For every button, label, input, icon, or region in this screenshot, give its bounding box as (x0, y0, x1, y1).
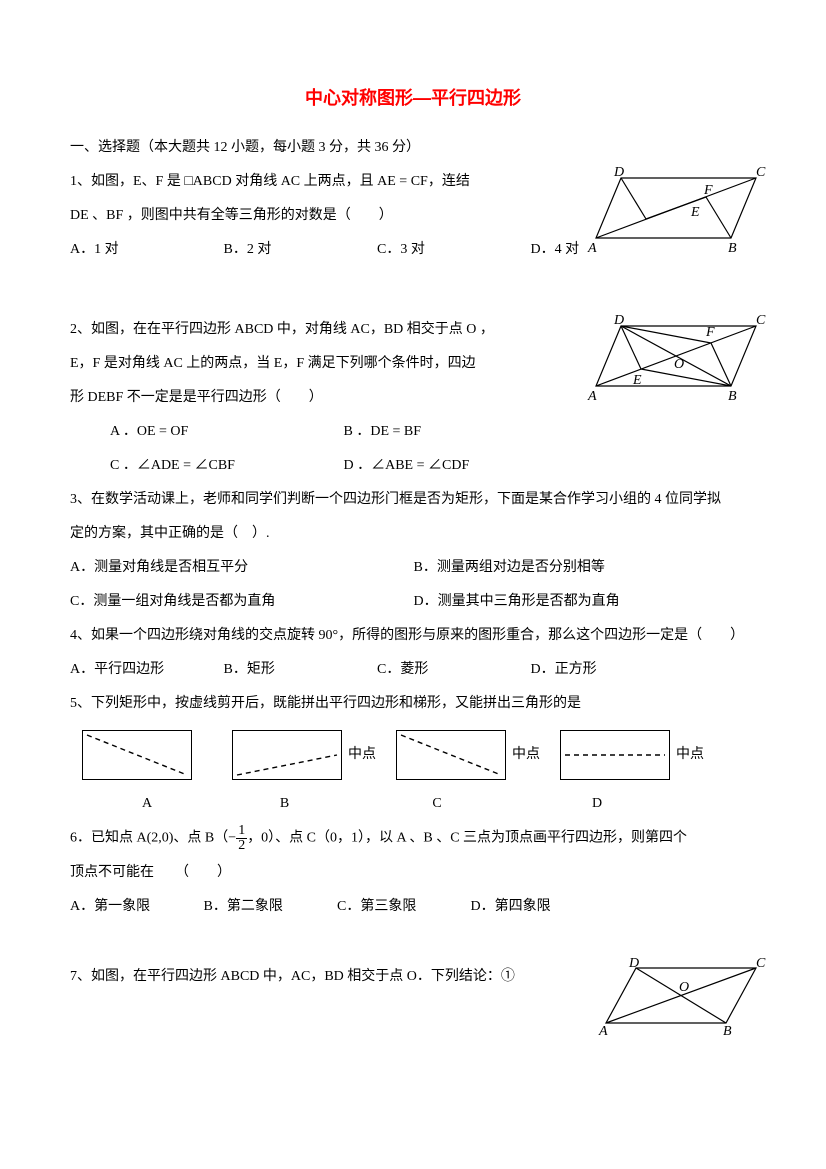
q3-opt-b: B．测量两组对边是否分别相等 (414, 554, 714, 582)
q5-line1: 5、下列矩形中，按虚线剪开后，既能拼出平行四边形和梯形，又能拼出三角形的是 (70, 690, 756, 718)
svg-text:D: D (613, 313, 624, 328)
q1-opt-b: B．2 对 (224, 236, 374, 264)
svg-text:B: B (728, 241, 737, 256)
svg-text:D: D (613, 165, 624, 180)
svg-text:C: C (756, 165, 766, 180)
q3-line2: 定的方案，其中正确的是（ ）. (70, 520, 756, 548)
q4-opt-d: D．正方形 (531, 656, 681, 684)
q3-line1: 3、在数学活动课上，老师和同学们判断一个四边形门框是否为矩形，下面是某合作学习小… (70, 486, 756, 514)
q3-opt-c: C．测量一组对角线是否都为直角 (70, 588, 410, 616)
q5-midpoint-b: 中点 (348, 741, 376, 769)
q3-options-row1: A．测量对角线是否相互平分 B．测量两组对边是否分别相等 (70, 554, 756, 582)
svg-text:A: A (598, 1024, 608, 1038)
q2-line1: 2、如图，在在平行四边形 ABCD 中，对角线 AC，BD 相交于点 O ， A… (70, 316, 756, 344)
q5-midpoint-c: 中点 (512, 741, 540, 769)
q1-text1: 1、如图，E、F 是 □ABCD 对角线 AC 上两点，且 AE = CF，连结 (70, 174, 470, 189)
q5-midpoint-d: 中点 (676, 741, 704, 769)
q7-figure: A B C D O (591, 953, 766, 1049)
q5-label-a: A (82, 790, 212, 818)
q5-label-b: B (212, 790, 357, 818)
q6-frac-num: 1 (236, 824, 247, 839)
q2-opt-d: D ．∠ABE = ∠CDF (344, 452, 574, 480)
q5-rect-a (82, 730, 192, 780)
q5-figures: 中点 中点 中点 (82, 730, 756, 780)
svg-text:D: D (628, 956, 639, 971)
q6-frac-den: 2 (236, 839, 247, 853)
svg-text:F: F (703, 183, 713, 198)
q6-text-pre: 6．已知点 A(2,0)、点 B（ (70, 831, 228, 846)
q4-options: A．平行四边形 B．矩形 C．菱形 D．正方形 (70, 656, 756, 684)
q4-opt-c: C．菱形 (377, 656, 527, 684)
q7-line1: 7、如图，在平行四边形 ABCD 中，AC，BD 相交于点 O．下列结论：① A… (70, 963, 756, 991)
q2-text1: 2、如图，在在平行四边形 ABCD 中，对角线 AC，BD 相交于点 O ， (70, 322, 494, 337)
q3-opt-d: D．测量其中三角形是否都为直角 (414, 588, 714, 616)
q5-rect-d (560, 730, 670, 780)
q1-opt-c: C．3 对 (377, 236, 527, 264)
q7-text1: 7、如图，在平行四边形 ABCD 中，AC，BD 相交于点 O．下列结论：① (70, 969, 515, 984)
q6-opt-d: D．第四象限 (471, 893, 601, 921)
q4-opt-a: A．平行四边形 (70, 656, 220, 684)
q5-rect-c (396, 730, 506, 780)
q6-text-mid: ，0）、点 C（0，1），以 A 、B 、C 三点为顶点画平行四边形，则第四个 (247, 831, 687, 846)
q6-options: A．第一象限 B．第二象限 C．第三象限 D．第四象限 (70, 893, 756, 921)
svg-text:A: A (587, 241, 597, 256)
q2-opt-b: B ．DE = BF (344, 418, 574, 446)
q6-opt-b: B．第二象限 (204, 893, 334, 921)
q2-options-row1: A ．OE = OF B ．DE = BF (70, 418, 756, 446)
svg-text:O: O (679, 980, 689, 995)
q1-line1: 1、如图，E、F 是 □ABCD 对角线 AC 上两点，且 AE = CF，连结… (70, 168, 756, 196)
q3-opt-a: A．测量对角线是否相互平分 (70, 554, 410, 582)
q5-rect-b (232, 730, 342, 780)
q5-label-c: C (357, 790, 517, 818)
q6-opt-a: A．第一象限 (70, 893, 200, 921)
q3-options-row2: C．测量一组对角线是否都为直角 D．测量其中三角形是否都为直角 (70, 588, 756, 616)
q4-opt-b: B．矩形 (224, 656, 374, 684)
svg-text:B: B (723, 1024, 732, 1038)
q2-opt-c: C ．∠ADE = ∠CBF (110, 452, 340, 480)
page-title: 中心对称图形—平行四边形 (70, 80, 756, 116)
q2-options-row2: C ．∠ADE = ∠CBF D ．∠ABE = ∠CDF (70, 452, 756, 480)
q6-fraction: 12 (236, 824, 247, 853)
q1-line2: DE 、BF ，则图中共有全等三角形的对数是（ ） (70, 202, 756, 230)
q5-label-d: D (517, 790, 677, 818)
q2-opt-a: A ．OE = OF (110, 418, 340, 446)
q5-labels: A B C D (82, 790, 756, 818)
svg-text:C: C (756, 956, 766, 971)
q4-line1: 4、如果一个四边形绕对角线的交点旋转 90°，所得的图形与原来的图形重合，那么这… (70, 622, 756, 650)
svg-text:C: C (756, 313, 766, 328)
q2-line3: 形 DEBF 不一定是是平行四边形（ ） (70, 384, 756, 412)
q6-opt-c: C．第三象限 (337, 893, 467, 921)
q6-line2: 顶点不可能在 （ ） (70, 859, 756, 887)
q6-line1: 6．已知点 A(2,0)、点 B（−12，0）、点 C（0，1），以 A 、B … (70, 824, 756, 853)
svg-text:F: F (705, 325, 715, 340)
q2-line2: E，F 是对角线 AC 上的两点，当 E，F 满足下列哪个条件时，四边 (70, 350, 756, 378)
q1-opt-a: A．1 对 (70, 236, 220, 264)
